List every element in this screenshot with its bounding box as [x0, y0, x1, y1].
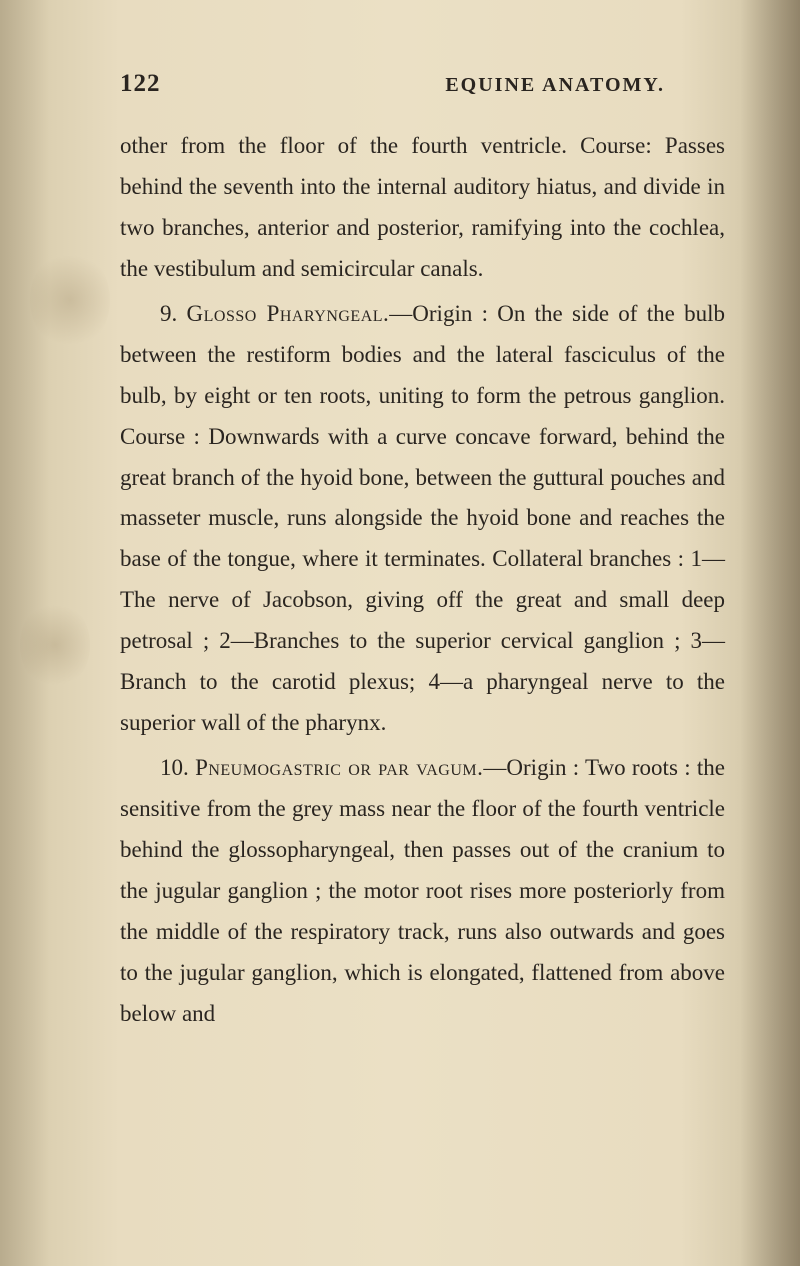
- text-run: —Origin : On the side of the bulb betwee…: [120, 301, 725, 735]
- paragraph-section-9: 9. Glosso Pharyngeal.—Origin : On the si…: [120, 294, 725, 744]
- page-content: 122 EQUINE ANATOMY. other from the floor…: [0, 0, 800, 1099]
- section-number: 10.: [160, 755, 195, 780]
- section-heading: Pneumogastric or par vagum.: [195, 755, 483, 780]
- text-run: other from the floor of the fourth ventr…: [120, 133, 725, 281]
- paragraph-section-10: 10. Pneumogastric or par vagum.—Origin :…: [120, 748, 725, 1035]
- running-title: EQUINE ANATOMY.: [445, 74, 665, 97]
- section-number: 9.: [160, 301, 187, 326]
- page-header: 122 EQUINE ANATOMY.: [120, 70, 725, 98]
- section-heading: Glosso Pharyngeal.: [187, 301, 390, 326]
- page-number: 122: [120, 70, 161, 98]
- body-text: other from the floor of the fourth ventr…: [120, 126, 725, 1035]
- text-run: —Origin : Two roots : the sensitive from…: [120, 755, 725, 1026]
- paragraph-continuation: other from the floor of the fourth ventr…: [120, 126, 725, 290]
